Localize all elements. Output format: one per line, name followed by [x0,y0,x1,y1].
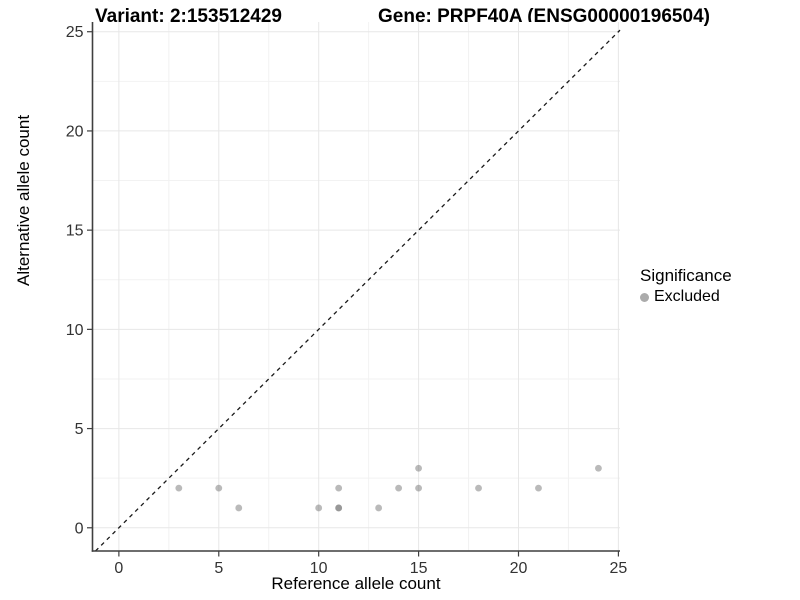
x-tick-label: 5 [214,560,223,577]
identity-dashed-line [95,29,621,552]
x-tick-label: 0 [114,560,123,577]
x-tick-label: 20 [510,560,528,577]
x-tick-label: 10 [310,560,328,577]
legend-item-label: Excluded [654,288,720,305]
data-point [375,504,383,512]
data-point [595,464,602,472]
legend-title: Significance [640,266,732,285]
plot-title-gene: Gene: PRPF40A (ENSG00000196504) [378,6,710,27]
data-point [335,504,343,512]
data-point [315,504,323,512]
panel-background [92,22,620,551]
data-point [475,484,482,492]
plot-title-variant: Variant: 2:153512429 [95,6,282,27]
x-tick-label: 15 [410,560,428,577]
data-point [535,484,542,492]
y-tick-label: 20 [66,123,84,140]
y-tick-label: 15 [66,223,84,240]
y-tick-label: 25 [66,24,84,41]
y-tick-label: 0 [75,520,84,537]
data-point [215,484,223,492]
data-point [235,504,243,512]
legend: Significance Excluded [640,266,732,306]
y-tick-label: 5 [75,421,84,438]
legend-item-excluded: Excluded [640,288,732,306]
data-point [335,484,343,492]
x-tick-label: 25 [610,560,628,577]
data-point [415,464,422,472]
data-point [175,484,183,492]
legend-point-swatch [640,292,649,302]
data-point [415,484,422,492]
x-axis-title: Reference allele count [271,574,441,593]
y-tick-label: 10 [66,322,84,339]
data-point [395,484,403,492]
